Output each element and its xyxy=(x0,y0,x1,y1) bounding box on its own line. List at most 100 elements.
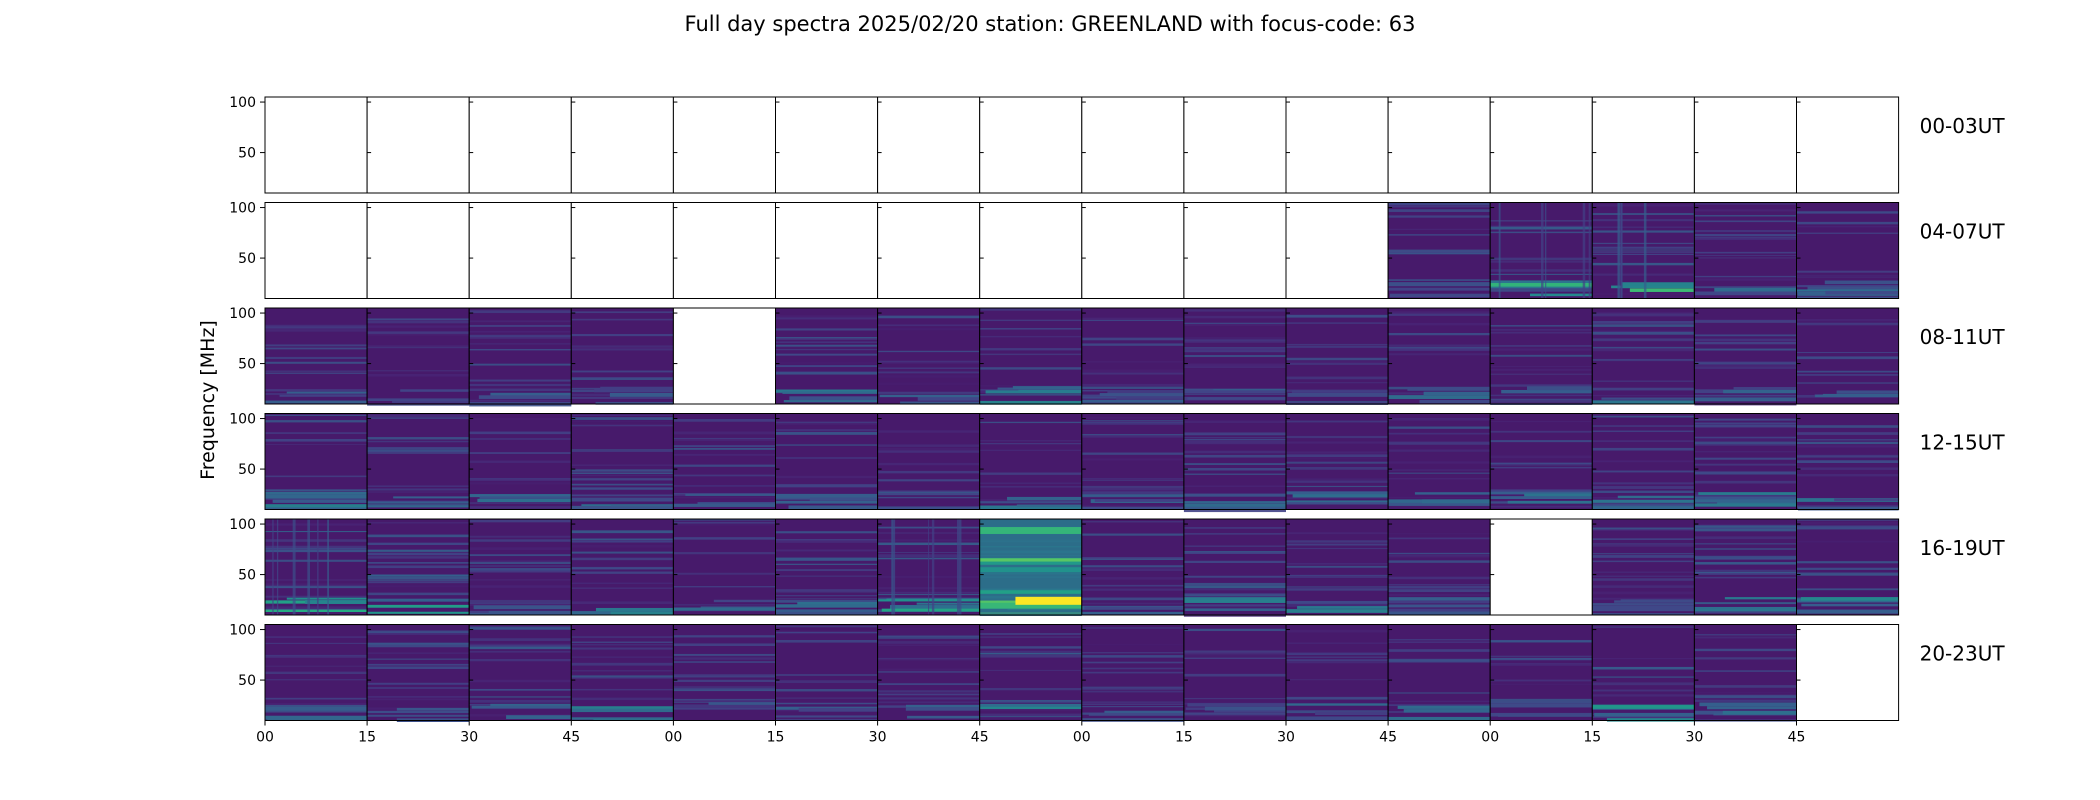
spectrum-band xyxy=(1286,461,1389,463)
spectrum-band xyxy=(265,389,368,393)
spectrum-panel xyxy=(1183,307,1287,405)
spectrum-band xyxy=(1498,714,1593,717)
spectrum-band xyxy=(1183,585,1286,589)
spectrum-band xyxy=(1388,594,1491,596)
spectrum-background xyxy=(571,624,674,721)
spectrum-band xyxy=(1698,492,1797,495)
spectrum-band xyxy=(469,602,572,605)
spectrum-band xyxy=(1694,471,1797,474)
spectrum-band xyxy=(1388,597,1491,601)
spectrum-band xyxy=(1796,445,1899,448)
spectrum-band xyxy=(1183,338,1286,342)
spectrum-band xyxy=(1501,389,1593,394)
spectrum-band xyxy=(469,627,572,630)
y-tick-label: 100 xyxy=(229,623,256,639)
spectrum-band xyxy=(673,654,776,657)
spectrum-band xyxy=(1081,487,1184,491)
spectrum-band xyxy=(571,424,674,427)
spectra-row-08-11UT: 50 100 08-11UT xyxy=(229,306,2005,407)
spectrum-band xyxy=(673,585,776,588)
spectrum-band xyxy=(1694,457,1797,460)
spectrum-band xyxy=(478,395,572,399)
spectrum-band xyxy=(979,527,1082,534)
spectrum-band xyxy=(979,713,1082,717)
spectrum-band xyxy=(931,519,935,615)
spectrum-band xyxy=(1183,509,1286,513)
spectrum-band xyxy=(775,563,878,565)
spectrum-band xyxy=(1592,666,1695,670)
spectrum-band xyxy=(469,383,572,387)
spectrum-band xyxy=(1592,499,1695,503)
spectrum-band xyxy=(775,484,878,487)
x-tick-label: 00 xyxy=(1481,730,1499,746)
spectrum-band xyxy=(265,559,368,562)
spectrum-panel xyxy=(1693,307,1798,406)
spectrum-band xyxy=(367,658,470,660)
spectrum-band xyxy=(571,538,674,541)
spectrum-band xyxy=(1796,296,1899,299)
spectrum-band xyxy=(1807,286,1899,290)
spectrum-band xyxy=(571,414,674,416)
spectrum-band xyxy=(1214,710,1286,713)
spectrum-band xyxy=(775,674,878,676)
spectrum-band xyxy=(1286,588,1389,590)
spectrum-band xyxy=(673,604,776,606)
spectrum-band xyxy=(979,335,1082,338)
spectrum-band xyxy=(775,595,878,597)
spectrum-band xyxy=(469,519,572,523)
spectrum-band xyxy=(367,598,470,602)
spectrum-band xyxy=(571,544,674,548)
empty-panel xyxy=(1081,202,1184,299)
spectrum-band xyxy=(506,715,572,720)
spectrum-band xyxy=(571,541,674,543)
spectrum-panel xyxy=(1285,518,1389,616)
spectrum-band xyxy=(367,440,470,443)
spectrum-band xyxy=(1796,540,1899,543)
spectrum-band xyxy=(1592,538,1695,540)
spectrum-band xyxy=(367,331,470,334)
spectrum-band xyxy=(979,706,1082,710)
spectrum-panel xyxy=(570,202,674,299)
spectrum-panel xyxy=(366,202,470,299)
empty-panel xyxy=(571,202,674,299)
spectrum-band xyxy=(877,430,980,433)
spectrum-band xyxy=(877,506,980,510)
spectrum-band xyxy=(775,689,878,692)
spectrum-band xyxy=(367,449,470,452)
spectrum-band xyxy=(1592,575,1695,577)
spectrum-band xyxy=(265,361,368,364)
spectrum-band xyxy=(1588,202,1591,299)
spectrum-panel xyxy=(1489,624,1593,721)
spectrum-band xyxy=(469,506,572,509)
spectrum-band xyxy=(1183,309,1286,312)
spectrum-band xyxy=(979,716,1082,719)
spectrum-band xyxy=(979,501,1082,503)
spectrum-band xyxy=(1694,286,1797,289)
spectrum-band xyxy=(797,601,878,605)
spectrum-band xyxy=(469,688,572,691)
spectrum-band xyxy=(979,558,1082,562)
spectrum-band xyxy=(979,353,1082,356)
spectrum-band xyxy=(1796,467,1899,470)
spectrum-panel xyxy=(1489,202,1593,299)
spectrum-band xyxy=(1694,424,1797,428)
spectrum-background xyxy=(673,519,776,615)
spectrum-band xyxy=(1286,605,1389,607)
spectrum-panel xyxy=(877,96,981,194)
spectrum-band xyxy=(877,371,980,374)
spectrum-band xyxy=(571,644,674,646)
spectrum-band xyxy=(479,496,572,499)
panel-frame xyxy=(1796,96,1900,194)
spectrum-band xyxy=(1081,565,1184,568)
spectrum-band xyxy=(367,696,470,698)
spectrum-band xyxy=(979,482,1082,484)
spectrum-band xyxy=(1694,236,1797,239)
spectrum-band xyxy=(1834,498,1899,502)
spectrum-band xyxy=(1183,506,1286,509)
spectrum-band xyxy=(1081,317,1184,321)
spectrum-band xyxy=(469,579,572,581)
spectrum-band xyxy=(1592,578,1695,581)
spectrum-band xyxy=(1183,347,1286,351)
spectrum-panel xyxy=(1387,413,1491,510)
